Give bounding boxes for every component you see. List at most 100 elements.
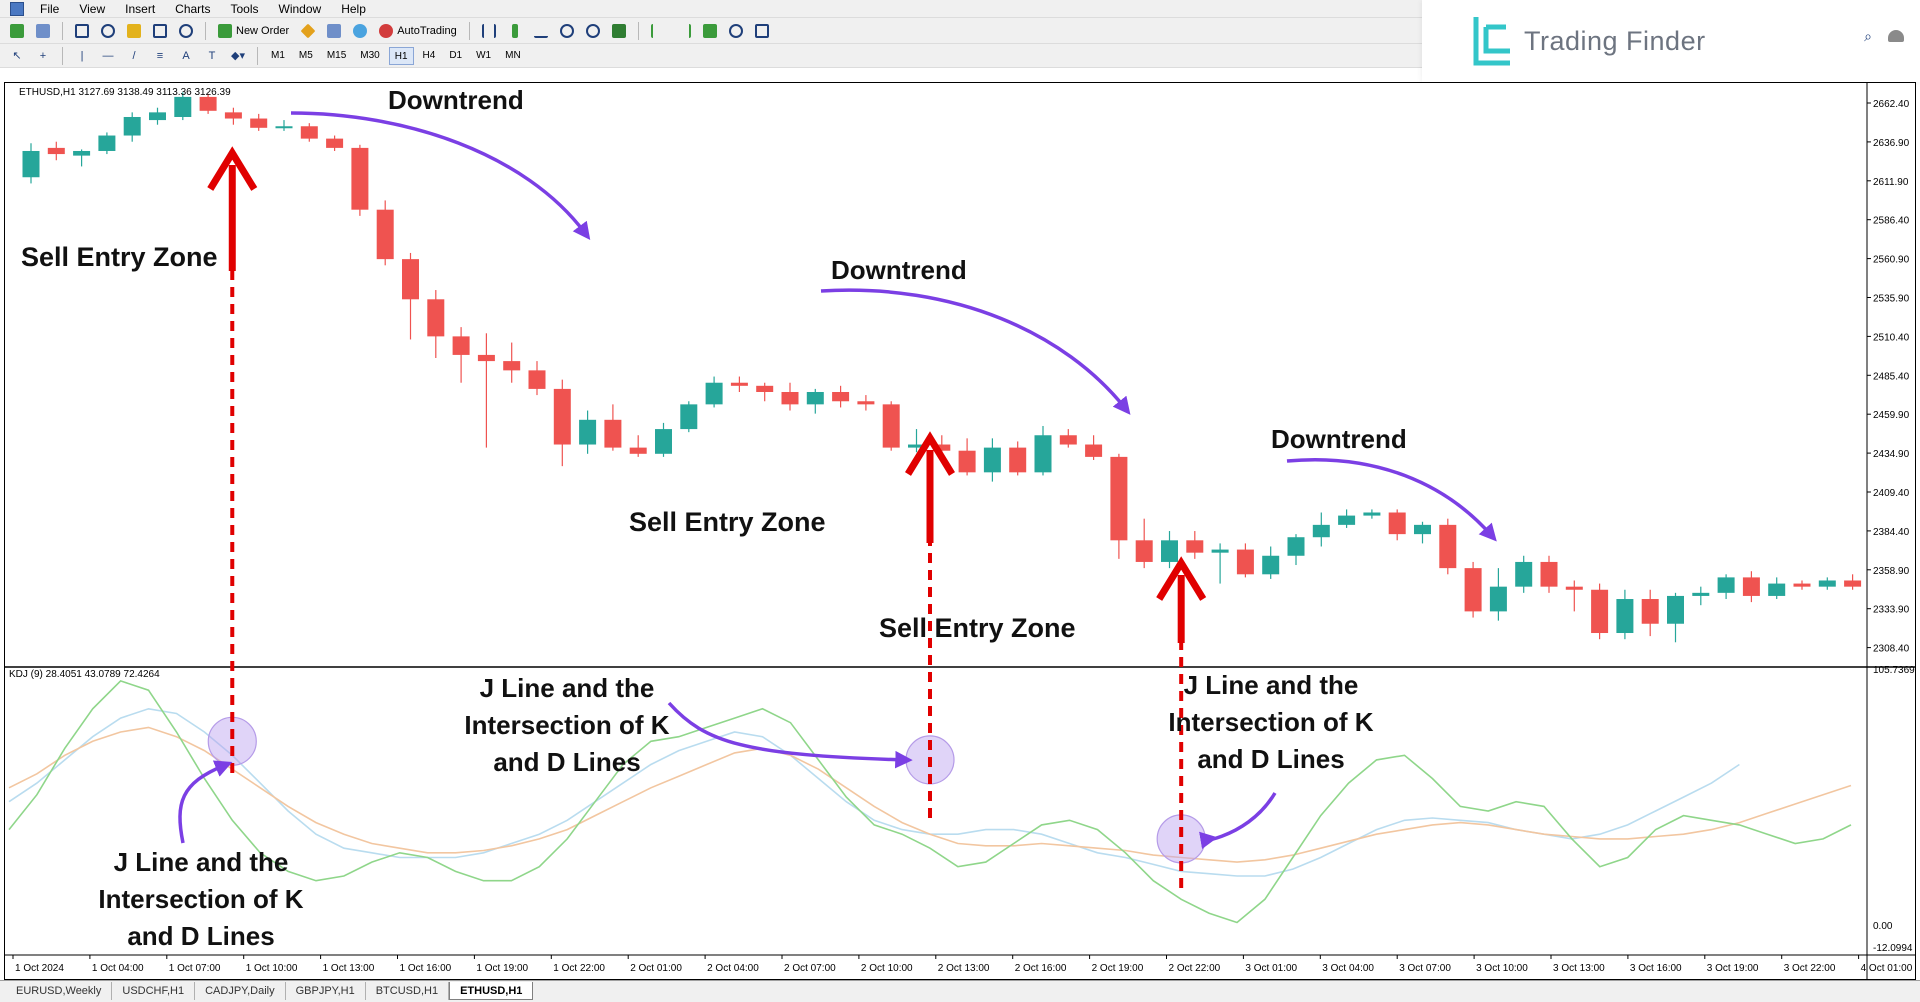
new-chart-button[interactable]	[6, 21, 28, 41]
timeframe-m5[interactable]: M5	[298, 49, 313, 61]
channel-tool[interactable]: ≡	[149, 46, 171, 66]
kdj-note-1-line-1: J Line and the	[114, 847, 289, 877]
tab-btcusd-h1[interactable]: BTCUSD,H1	[366, 982, 450, 1000]
vertical-line-icon: |	[80, 49, 84, 62]
market-watch-button[interactable]	[71, 21, 93, 41]
tester-button[interactable]	[175, 21, 197, 41]
candle-body	[680, 404, 698, 430]
price-tick-label: 2510.40	[1873, 332, 1910, 343]
kdj-note-2-line-2: Intersection of K	[464, 710, 669, 740]
terminal-button[interactable]	[149, 21, 171, 41]
cursor-tool[interactable]: ↖	[6, 46, 28, 66]
candle-body	[1439, 524, 1457, 569]
downtrend-arrow-1	[290, 111, 591, 240]
menu-charts[interactable]: Charts	[175, 1, 211, 16]
label-tool[interactable]: T	[201, 46, 223, 66]
kdj-note-1-line-3: and D Lines	[127, 921, 274, 951]
menu-insert[interactable]: Insert	[125, 1, 156, 16]
sell-entry-label-1: Sell Entry Zone	[21, 242, 218, 272]
autotrading-button[interactable]: AutoTrading	[375, 21, 461, 41]
bar-chart-button[interactable]	[478, 21, 500, 41]
candle-body	[1464, 568, 1482, 612]
toolbar-separator	[205, 21, 206, 40]
menu-file[interactable]: File	[40, 1, 60, 16]
sell-arrow-2-head	[905, 431, 955, 476]
tab-ethusd-h1[interactable]: ETHUSD,H1	[449, 982, 534, 1000]
crosshair-tool[interactable]: +	[32, 46, 54, 66]
data-window-button[interactable]	[97, 21, 119, 41]
line-chart-icon	[533, 24, 548, 38]
chart-window[interactable]: Downtrend Downtrend Downtrend Sell Entry Zo…	[4, 82, 1916, 980]
kdj-note-3-line-2: Intersection of K	[1168, 707, 1373, 737]
auto-scroll-button[interactable]	[647, 21, 669, 41]
zoom-in-button[interactable]	[556, 21, 578, 41]
candle-body	[1793, 583, 1811, 587]
search-icon[interactable]: ⌕	[1864, 28, 1872, 44]
menu-view[interactable]: View	[79, 1, 106, 16]
timeframe-h1[interactable]: H1	[388, 46, 414, 65]
candle-body	[275, 126, 293, 129]
kdj-note-3-line-1: J Line and the	[1184, 670, 1359, 700]
timeframe-w1[interactable]: W1	[476, 49, 492, 61]
timeframe-h4[interactable]: H4	[422, 49, 436, 61]
candle-chart-icon	[511, 23, 518, 38]
downtrend-arrow-2	[820, 288, 1131, 415]
menu-help[interactable]: Help	[341, 1, 366, 16]
clock-icon	[728, 23, 743, 38]
indicators-button[interactable]	[699, 21, 721, 41]
price-tick-label: 2308.40	[1873, 644, 1910, 655]
candle-body	[857, 401, 875, 405]
candle-body	[98, 135, 116, 151]
account-icon[interactable]	[1888, 30, 1904, 42]
globe-button[interactable]	[349, 21, 371, 41]
timeframe-m15[interactable]: M15	[326, 49, 347, 61]
zoom-out-button[interactable]	[582, 21, 604, 41]
menu-window[interactable]: Window	[278, 1, 322, 16]
time-tick-label: 2 Oct 01:00	[630, 963, 682, 974]
candle-body	[781, 391, 799, 405]
navigator-button[interactable]	[123, 21, 145, 41]
candle-body	[604, 419, 622, 448]
tab-gbpjpy-h1[interactable]: GBPJPY,H1	[286, 982, 366, 1000]
time-tick-label: 2 Oct 22:00	[1169, 963, 1221, 974]
candle-body	[983, 447, 1001, 473]
candle-chart-button[interactable]	[504, 21, 526, 41]
price-tick-label: 2535.90	[1873, 294, 1910, 305]
experts-button[interactable]	[323, 21, 345, 41]
price-tick-label: 2409.40	[1873, 488, 1910, 499]
vertical-line-tool[interactable]: |	[71, 46, 93, 66]
star-icon	[127, 23, 141, 38]
timeframe-m1[interactable]: M1	[271, 49, 285, 61]
timeframe-m30[interactable]: M30	[360, 49, 380, 61]
timeframe-mn[interactable]: MN	[505, 49, 521, 61]
meta-editor-button[interactable]	[297, 21, 319, 41]
kdj-note-arrow-3	[1199, 792, 1277, 849]
toolbar-separator	[257, 46, 258, 65]
timeframe-d1[interactable]: D1	[449, 49, 463, 61]
candle-body	[705, 382, 723, 405]
candle-body	[629, 447, 647, 454]
trendline-tool[interactable]: /	[123, 46, 145, 66]
candle-body	[73, 150, 91, 156]
indicator-tick-label: -12.0994	[1873, 943, 1913, 954]
tab-usdchf-h1[interactable]: USDCHF,H1	[112, 982, 196, 1000]
new-order-icon	[218, 23, 232, 38]
price-tick-label: 2333.90	[1873, 605, 1910, 616]
chart-shift-button[interactable]	[673, 21, 695, 41]
tab-cadjpy-daily[interactable]: CADJPY,Daily	[195, 982, 286, 1000]
templates-button[interactable]	[751, 21, 773, 41]
menu-tools[interactable]: Tools	[230, 1, 259, 16]
profiles-button[interactable]	[32, 21, 54, 41]
tile-windows-button[interactable]	[608, 21, 630, 41]
brand-logo: Trading Finder	[1422, 0, 1920, 82]
new-order-button[interactable]: New Order	[214, 21, 293, 41]
periods-button[interactable]	[725, 21, 747, 41]
tab-eurusd-weekly[interactable]: EURUSD,Weekly	[6, 982, 113, 1000]
shapes-icon: ◆▾	[231, 50, 245, 62]
price-tick-label: 2560.90	[1873, 255, 1910, 266]
chart-canvas[interactable]: Downtrend Downtrend Downtrend Sell Entry Zo…	[5, 83, 1915, 979]
horizontal-line-tool[interactable]: —	[97, 46, 119, 66]
line-chart-button[interactable]	[530, 21, 552, 41]
shapes-tool[interactable]: ◆▾	[227, 46, 249, 66]
text-tool[interactable]: A	[175, 46, 197, 66]
